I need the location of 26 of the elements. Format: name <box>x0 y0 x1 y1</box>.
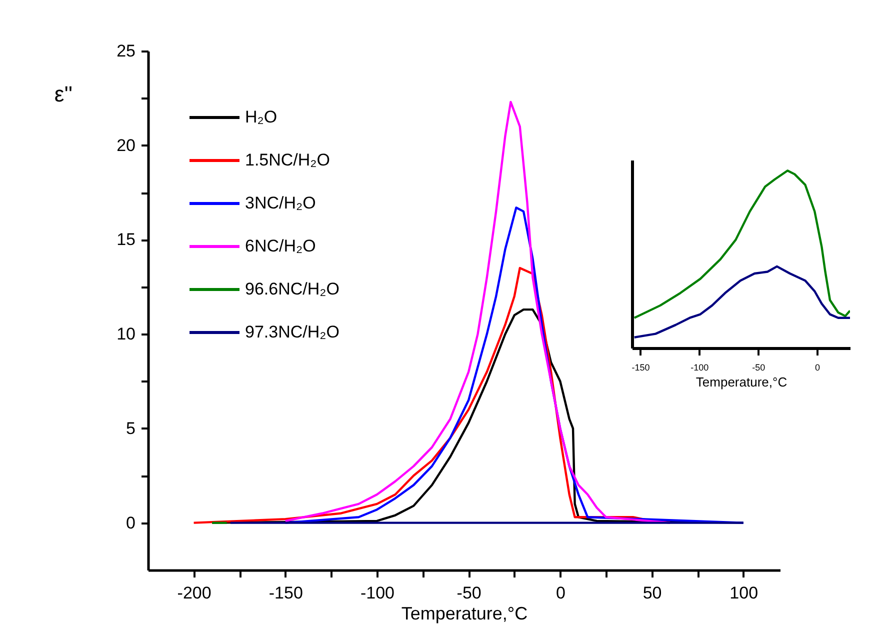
x-axis-title: Temperature,°C <box>696 374 788 390</box>
y-tick-label: 0 <box>126 513 136 532</box>
x-tick-label: -150 <box>268 584 303 602</box>
x-tick-label: -50 <box>752 362 766 372</box>
x-tick-label: 50 <box>642 584 662 602</box>
x-tick-label: -50 <box>456 584 482 602</box>
x-tick-label: 100 <box>730 584 758 602</box>
y-tick-label: 10 <box>116 324 136 344</box>
x-axis-title: Temperature,°C <box>401 604 528 624</box>
x-tick-label: -200 <box>177 584 212 602</box>
legend-label: 6NC/H₂O <box>245 236 316 256</box>
y-tick-label: 5 <box>126 418 136 438</box>
y-axis-title: ε'' <box>54 82 73 106</box>
y-tick-label: 20 <box>116 136 136 155</box>
legend-label: 1.5NC/H₂O <box>245 150 330 170</box>
x-tick-label: 0 <box>556 584 566 602</box>
x-tick-label: -150 <box>632 362 650 372</box>
legend-label: 96.6NC/H₂O <box>245 280 340 298</box>
legend-label: 3NC/H₂O <box>245 194 316 212</box>
x-tick-label: -100 <box>690 362 709 372</box>
x-tick-label: -100 <box>360 584 394 602</box>
legend-label: 97.3NC/H₂O <box>245 322 340 342</box>
y-tick-label: 25 <box>116 42 136 60</box>
legend-label: H₂O <box>245 108 278 126</box>
y-tick-label: 15 <box>116 230 136 250</box>
x-tick-label: 0 <box>815 362 820 372</box>
